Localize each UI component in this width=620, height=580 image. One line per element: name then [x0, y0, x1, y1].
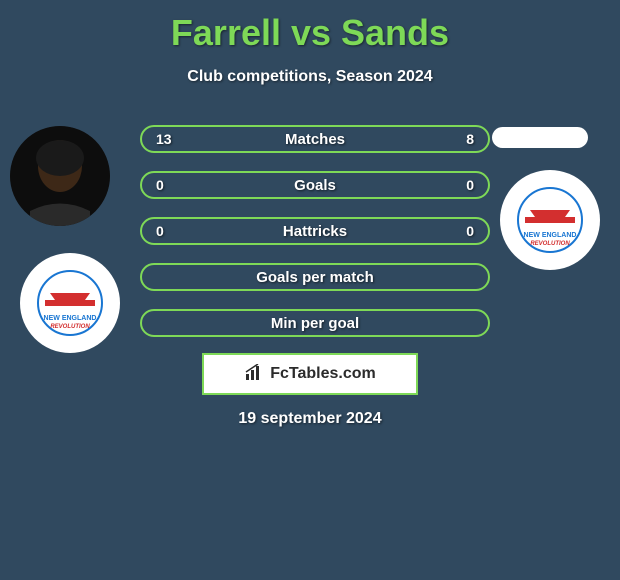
subtitle: Club competitions, Season 2024 — [0, 68, 620, 86]
stat-row-matches: 13 Matches 8 — [140, 125, 490, 153]
brand-box[interactable]: FcTables.com — [202, 353, 418, 395]
stat-hattricks-left: 0 — [156, 223, 164, 239]
svg-text:NEW ENGLAND: NEW ENGLAND — [524, 232, 577, 239]
svg-text:REVOLUTION: REVOLUTION — [530, 241, 570, 247]
stat-matches-left: 13 — [156, 131, 172, 147]
team-1-logo: NEW ENGLAND REVOLUTION — [20, 253, 120, 353]
stat-hattricks-label: Hattricks — [283, 223, 347, 240]
stat-mpg-label: Min per goal — [271, 315, 359, 332]
player-2-avatar — [492, 127, 588, 148]
stat-goals-left: 0 — [156, 177, 164, 193]
stat-row-hattricks: 0 Hattricks 0 — [140, 217, 490, 245]
stat-hattricks-right: 0 — [466, 223, 474, 239]
date-label: 19 september 2024 — [0, 410, 620, 428]
page-title: Farrell vs Sands — [0, 0, 620, 54]
stat-row-mpg: Min per goal — [140, 309, 490, 337]
stat-goals-label: Goals — [294, 177, 336, 194]
chart-icon — [244, 364, 264, 385]
stat-row-gpm: Goals per match — [140, 263, 490, 291]
brand-text: FcTables.com — [270, 365, 376, 383]
player-1-avatar — [10, 126, 110, 226]
stat-matches-right: 8 — [466, 131, 474, 147]
stat-gpm-label: Goals per match — [256, 269, 374, 286]
team-2-logo: NEW ENGLAND REVOLUTION — [500, 170, 600, 270]
svg-text:NEW ENGLAND: NEW ENGLAND — [44, 315, 97, 322]
stat-goals-right: 0 — [466, 177, 474, 193]
svg-text:REVOLUTION: REVOLUTION — [50, 324, 90, 330]
stat-row-goals: 0 Goals 0 — [140, 171, 490, 199]
stat-matches-label: Matches — [285, 131, 345, 148]
stats-container: 13 Matches 8 0 Goals 0 0 Hattricks 0 Goa… — [140, 125, 490, 355]
